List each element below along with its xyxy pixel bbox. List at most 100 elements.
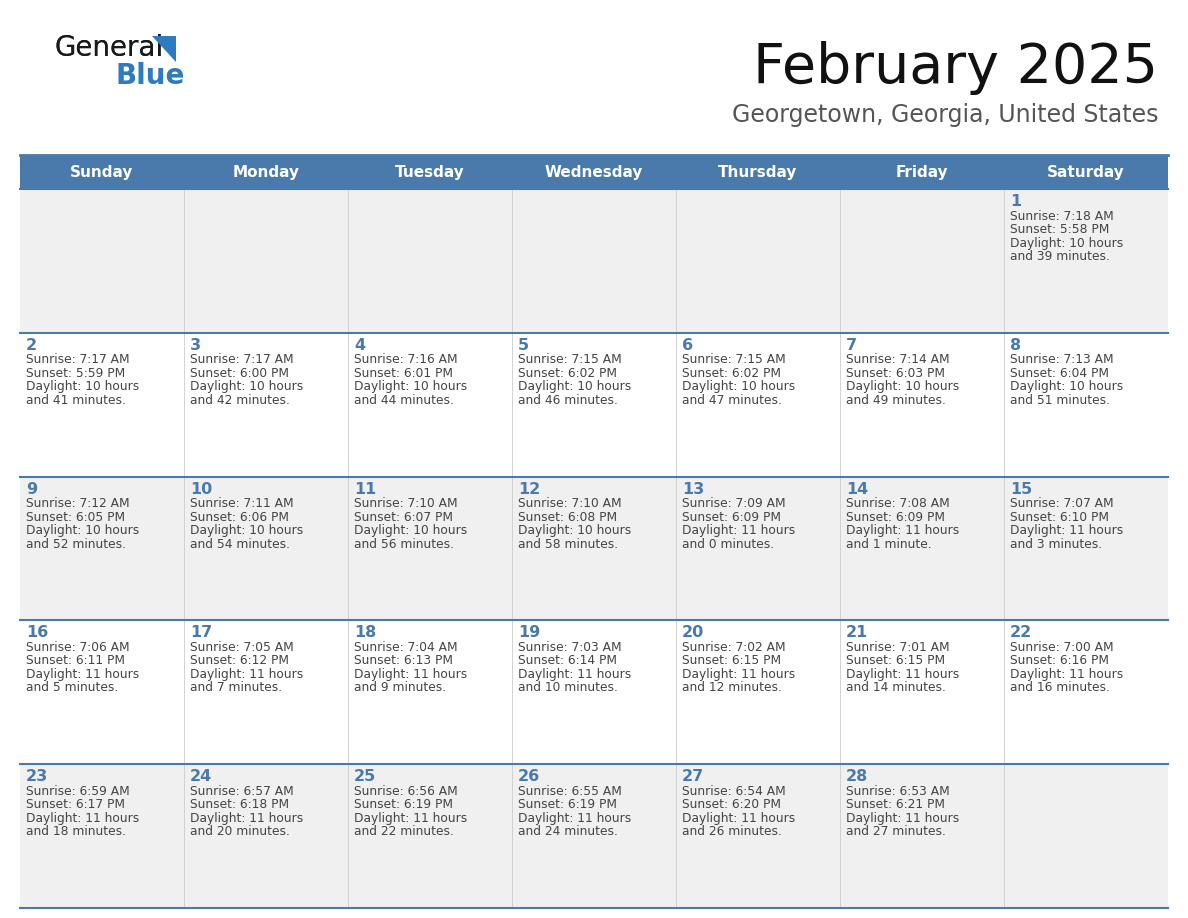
Bar [1004, 476, 1168, 621]
Text: Monday: Monday [233, 164, 299, 180]
Text: Sunset: 6:11 PM: Sunset: 6:11 PM [26, 655, 125, 667]
Text: Sunset: 6:01 PM: Sunset: 6:01 PM [354, 367, 453, 380]
Text: and 39 minutes.: and 39 minutes. [1010, 250, 1110, 263]
Text: Sunset: 6:06 PM: Sunset: 6:06 PM [190, 510, 289, 523]
Text: Sunset: 6:13 PM: Sunset: 6:13 PM [354, 655, 453, 667]
Bar [1004, 189, 1168, 333]
Text: 1: 1 [1010, 194, 1022, 209]
Bar [840, 476, 1004, 621]
Bar [1004, 333, 1168, 476]
Text: Daylight: 11 hours: Daylight: 11 hours [1010, 668, 1123, 681]
Text: and 10 minutes.: and 10 minutes. [518, 681, 618, 694]
Text: 13: 13 [682, 482, 704, 497]
Bar [512, 621, 676, 764]
Bar [676, 476, 840, 621]
Text: Sunrise: 7:07 AM: Sunrise: 7:07 AM [1010, 498, 1113, 510]
Text: Sunset: 6:18 PM: Sunset: 6:18 PM [190, 798, 289, 812]
Text: Sunset: 6:08 PM: Sunset: 6:08 PM [518, 510, 617, 523]
Text: Daylight: 11 hours: Daylight: 11 hours [518, 812, 631, 824]
Bar [20, 764, 184, 908]
Text: Daylight: 11 hours: Daylight: 11 hours [846, 668, 959, 681]
Bar [676, 189, 840, 333]
Text: Daylight: 11 hours: Daylight: 11 hours [682, 668, 795, 681]
Text: 16: 16 [26, 625, 49, 641]
Bar [840, 189, 1004, 333]
Bar [1004, 621, 1168, 764]
Text: General: General [55, 34, 164, 62]
Text: Sunset: 6:05 PM: Sunset: 6:05 PM [26, 510, 125, 523]
Text: 10: 10 [190, 482, 213, 497]
Text: Daylight: 10 hours: Daylight: 10 hours [1010, 380, 1123, 393]
Bar [348, 189, 512, 333]
Bar [348, 621, 512, 764]
Text: and 27 minutes.: and 27 minutes. [846, 825, 946, 838]
Bar [184, 155, 348, 189]
Text: Saturday: Saturday [1047, 164, 1125, 180]
Text: Sunrise: 7:11 AM: Sunrise: 7:11 AM [190, 498, 293, 510]
Text: and 22 minutes.: and 22 minutes. [354, 825, 454, 838]
Text: Sunrise: 6:54 AM: Sunrise: 6:54 AM [682, 785, 785, 798]
Text: Sunrise: 7:02 AM: Sunrise: 7:02 AM [682, 641, 785, 654]
Text: 8: 8 [1010, 338, 1022, 353]
Text: Sunrise: 6:53 AM: Sunrise: 6:53 AM [846, 785, 949, 798]
Text: and 0 minutes.: and 0 minutes. [682, 538, 775, 551]
Bar [348, 155, 512, 189]
Text: Daylight: 11 hours: Daylight: 11 hours [354, 668, 467, 681]
Text: Daylight: 11 hours: Daylight: 11 hours [26, 668, 139, 681]
Text: Daylight: 10 hours: Daylight: 10 hours [354, 380, 467, 393]
Text: Sunrise: 7:09 AM: Sunrise: 7:09 AM [682, 498, 785, 510]
Text: Sunrise: 7:14 AM: Sunrise: 7:14 AM [846, 353, 949, 366]
Text: Sunset: 6:20 PM: Sunset: 6:20 PM [682, 798, 781, 812]
Text: Daylight: 10 hours: Daylight: 10 hours [1010, 237, 1123, 250]
Bar [676, 333, 840, 476]
Text: Sunrise: 6:57 AM: Sunrise: 6:57 AM [190, 785, 293, 798]
Text: and 18 minutes.: and 18 minutes. [26, 825, 126, 838]
Text: Daylight: 10 hours: Daylight: 10 hours [518, 380, 631, 393]
Text: and 7 minutes.: and 7 minutes. [190, 681, 282, 694]
Bar [184, 621, 348, 764]
Text: Georgetown, Georgia, United States: Georgetown, Georgia, United States [732, 103, 1158, 127]
Bar [840, 764, 1004, 908]
Text: 28: 28 [846, 769, 868, 784]
Text: and 54 minutes.: and 54 minutes. [190, 538, 290, 551]
Text: Sunset: 6:07 PM: Sunset: 6:07 PM [354, 510, 453, 523]
Text: Daylight: 11 hours: Daylight: 11 hours [846, 524, 959, 537]
Text: Sunset: 6:09 PM: Sunset: 6:09 PM [846, 510, 944, 523]
Text: and 12 minutes.: and 12 minutes. [682, 681, 782, 694]
Text: Sunrise: 7:08 AM: Sunrise: 7:08 AM [846, 498, 949, 510]
Text: Sunset: 6:16 PM: Sunset: 6:16 PM [1010, 655, 1110, 667]
Text: Sunset: 6:10 PM: Sunset: 6:10 PM [1010, 510, 1110, 523]
Text: Daylight: 10 hours: Daylight: 10 hours [190, 380, 303, 393]
Text: and 16 minutes.: and 16 minutes. [1010, 681, 1110, 694]
Text: Sunrise: 7:01 AM: Sunrise: 7:01 AM [846, 641, 949, 654]
Text: Daylight: 11 hours: Daylight: 11 hours [26, 812, 139, 824]
Text: and 47 minutes.: and 47 minutes. [682, 394, 782, 407]
Text: Blue: Blue [115, 62, 184, 90]
Text: 17: 17 [190, 625, 213, 641]
Text: 7: 7 [846, 338, 857, 353]
Text: Sunset: 6:19 PM: Sunset: 6:19 PM [518, 798, 617, 812]
Text: 4: 4 [354, 338, 365, 353]
Text: and 42 minutes.: and 42 minutes. [190, 394, 290, 407]
Text: and 24 minutes.: and 24 minutes. [518, 825, 618, 838]
Text: 5: 5 [518, 338, 529, 353]
Text: Thursday: Thursday [719, 164, 797, 180]
Text: Sunrise: 7:10 AM: Sunrise: 7:10 AM [518, 498, 621, 510]
Text: and 3 minutes.: and 3 minutes. [1010, 538, 1102, 551]
Bar [184, 764, 348, 908]
Bar [512, 764, 676, 908]
Text: Sunrise: 6:55 AM: Sunrise: 6:55 AM [518, 785, 621, 798]
Text: 24: 24 [190, 769, 213, 784]
Text: 15: 15 [1010, 482, 1032, 497]
Text: Daylight: 10 hours: Daylight: 10 hours [518, 524, 631, 537]
Bar [840, 155, 1004, 189]
Text: Daylight: 10 hours: Daylight: 10 hours [354, 524, 467, 537]
Bar [840, 621, 1004, 764]
Text: Sunrise: 7:16 AM: Sunrise: 7:16 AM [354, 353, 457, 366]
Text: Wednesday: Wednesday [545, 164, 643, 180]
Text: Sunset: 6:19 PM: Sunset: 6:19 PM [354, 798, 453, 812]
Text: Sunset: 6:02 PM: Sunset: 6:02 PM [518, 367, 617, 380]
Text: 3: 3 [190, 338, 201, 353]
Bar [512, 155, 676, 189]
Bar [676, 621, 840, 764]
